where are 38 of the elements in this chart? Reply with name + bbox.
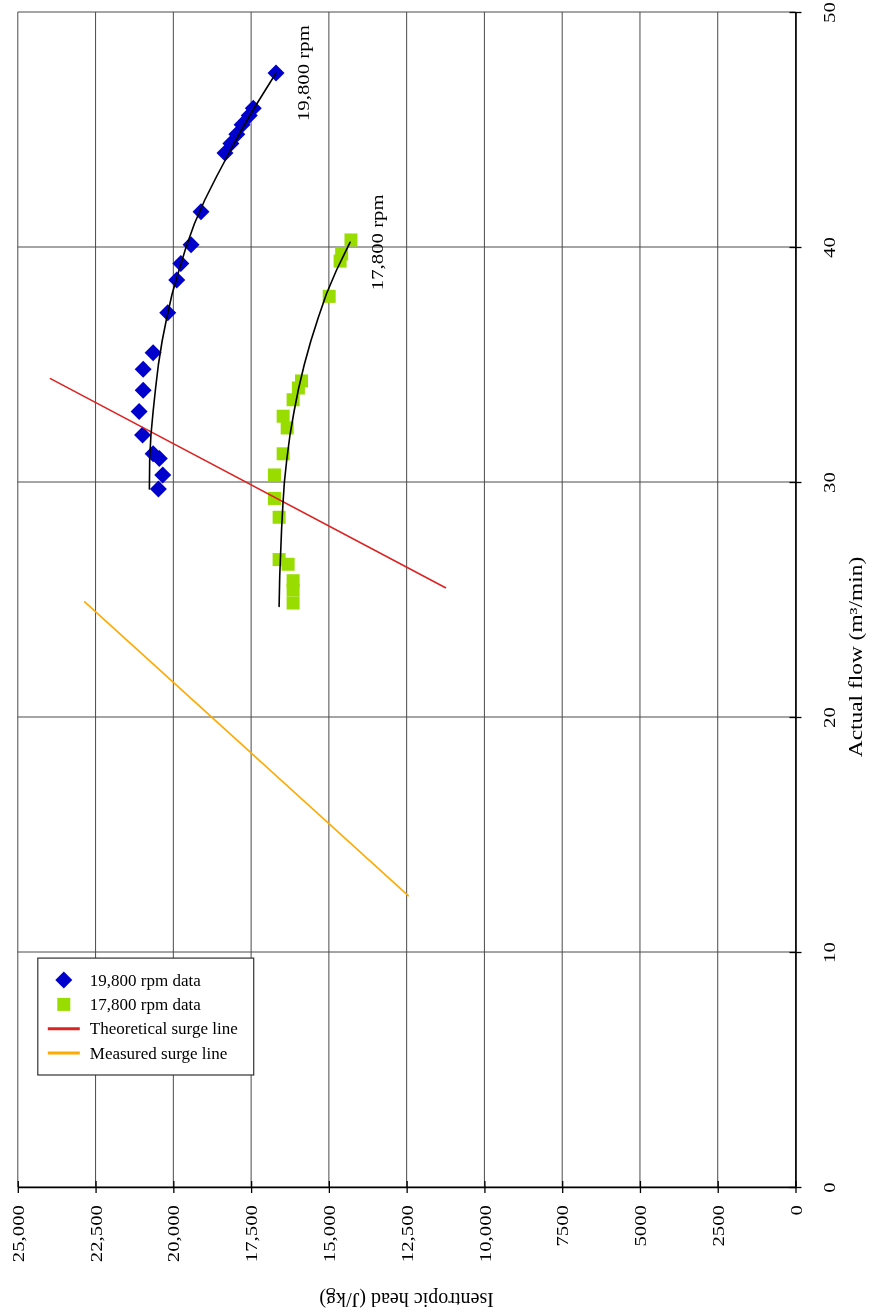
annotation: 17,800 rpm [367, 193, 387, 291]
x-tick-label: 0 [786, 1205, 806, 1216]
x-tick-label: 17,500 [242, 1205, 261, 1263]
point [344, 233, 358, 247]
point [144, 344, 162, 362]
legend-label: Measured surge line [89, 1043, 228, 1063]
point [267, 468, 281, 482]
legend-label: 17,800 rpm data [89, 994, 202, 1014]
x-tick-label: 7500 [553, 1205, 572, 1247]
x-tick-label: 12,500 [398, 1205, 417, 1263]
legend-label: 19,800 rpm data [89, 970, 202, 990]
x-tick-label: 10,000 [475, 1205, 494, 1263]
legend-label: Theoretical surge line [89, 1019, 238, 1039]
y-tick-label: 0 [820, 1182, 839, 1193]
x-tick-label: 2500 [709, 1205, 728, 1247]
point [276, 409, 290, 423]
y-tick-label: 10 [820, 942, 839, 963]
x-tick-label: 5000 [631, 1205, 650, 1247]
point [134, 360, 152, 378]
point [149, 480, 167, 498]
y-tick-label: 50 [820, 2, 839, 23]
y-tick-label: 40 [820, 237, 839, 258]
point [267, 64, 285, 82]
point [130, 403, 148, 420]
annotation: 19,800 rpm [293, 24, 313, 122]
y-tick-label: 30 [820, 472, 839, 493]
point [154, 466, 172, 484]
y-axis-title: Actual flow (m³/min) [845, 556, 867, 758]
x-tick-label: 20,000 [164, 1205, 183, 1263]
x-tick-label: 25,000 [9, 1205, 28, 1263]
x-tick-label: 22,500 [87, 1205, 106, 1263]
point [134, 381, 152, 399]
x-axis-title: Isentropic head (J/kg) [319, 1288, 494, 1311]
x-tick-label: 15,000 [320, 1205, 339, 1263]
y-tick-label: 20 [820, 707, 839, 728]
point [286, 596, 300, 610]
point [134, 426, 152, 444]
point [286, 574, 300, 588]
